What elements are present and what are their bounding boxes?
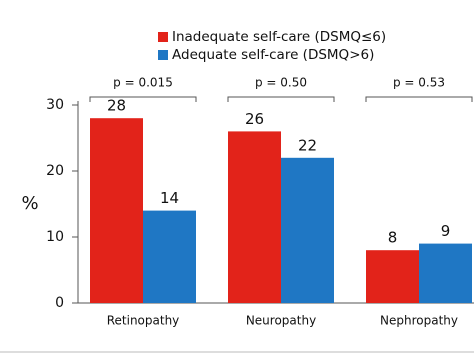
legend-swatch <box>158 32 168 42</box>
p-value-label: p = 0.53 <box>393 76 445 90</box>
legend-label: Inadequate self-care (DSMQ≤6) <box>172 29 386 45</box>
bar <box>228 131 281 303</box>
x-tick-label: Nephropathy <box>380 314 458 328</box>
y-tick-label: 20 <box>46 163 64 179</box>
p-value-bracket <box>89 96 197 102</box>
y-axis-label: % <box>21 193 38 214</box>
p-value-bracket <box>365 96 473 102</box>
data-label: 8 <box>388 229 398 247</box>
bar <box>143 210 196 303</box>
legend-swatch <box>158 50 168 60</box>
x-tick-label: Neuropathy <box>246 314 316 328</box>
p-value-label: p = 0.015 <box>113 76 173 90</box>
x-tick-label: Retinopathy <box>107 314 180 328</box>
y-tick-label: 30 <box>46 97 64 113</box>
p-value-bracket <box>227 96 335 102</box>
data-label: 9 <box>441 222 451 240</box>
y-tick-label: 0 <box>55 295 64 311</box>
bar <box>419 243 472 303</box>
data-label: 22 <box>298 136 317 154</box>
p-value-label: p = 0.50 <box>255 76 307 90</box>
bar <box>90 118 143 303</box>
y-tick-label: 10 <box>46 229 64 245</box>
bar <box>281 157 334 303</box>
data-label: 28 <box>107 97 126 115</box>
data-label: 14 <box>160 189 179 207</box>
bar <box>366 250 419 303</box>
legend-label: Adequate self-care (DSMQ>6) <box>172 47 374 63</box>
data-label: 26 <box>245 110 264 128</box>
